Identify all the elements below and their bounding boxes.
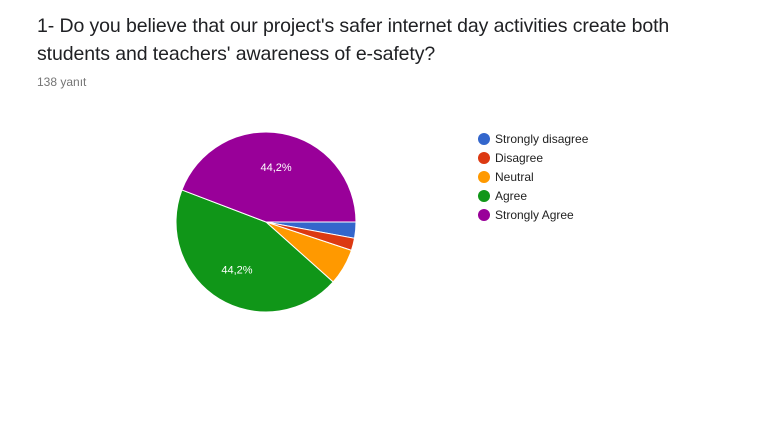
- legend-item-strongly-agree[interactable]: Strongly Agree: [478, 205, 588, 224]
- response-count: 138 yanıt: [37, 75, 87, 89]
- legend-swatch-icon: [478, 189, 490, 202]
- slice-data-label: 44,2%: [221, 265, 252, 277]
- legend-swatch-icon: [478, 170, 490, 183]
- legend-label: Disagree: [495, 150, 544, 165]
- legend-swatch-icon: [478, 208, 490, 221]
- legend-swatch-icon: [478, 151, 490, 164]
- legend-label: Strongly Agree: [495, 207, 574, 222]
- legend-label: Agree: [495, 188, 528, 203]
- legend-label: Strongly disagree: [495, 131, 589, 146]
- legend-item-neutral[interactable]: Neutral: [478, 167, 588, 186]
- pie-slice-agree[interactable]: [175, 189, 334, 313]
- question-title: 1- Do you believe that our project's saf…: [37, 15, 670, 65]
- legend-item-agree[interactable]: Agree: [478, 186, 588, 205]
- legend-label: Neutral: [495, 169, 534, 184]
- pie-slice-strongly-agree[interactable]: [181, 131, 357, 223]
- legend-swatch-icon: [478, 132, 490, 145]
- legend-item-disagree[interactable]: Disagree: [478, 148, 588, 167]
- slice-data-label: 44,2%: [261, 162, 292, 174]
- legend-item-strongly-disagree[interactable]: Strongly disagree: [478, 129, 588, 148]
- chart-legend: Strongly disagree Disagree Neutral Agree Str…: [478, 129, 588, 224]
